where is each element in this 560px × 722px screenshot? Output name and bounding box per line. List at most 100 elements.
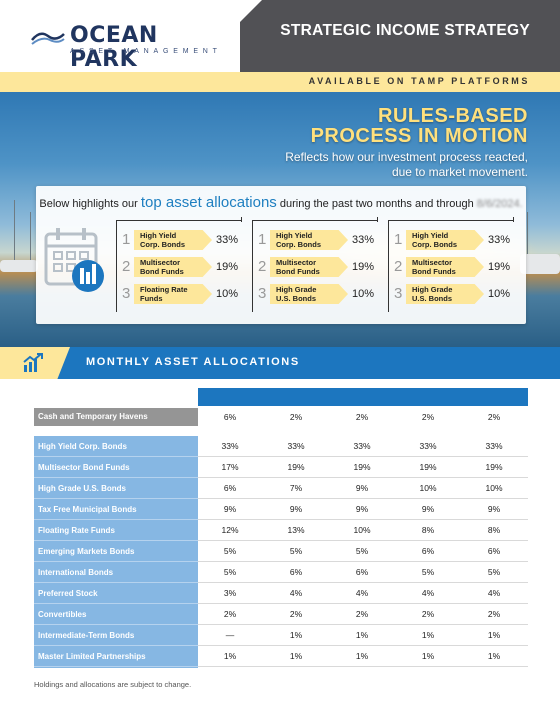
table-cell: 33%	[287, 441, 305, 451]
table-cell: 19%	[287, 462, 305, 472]
table-cell: 2%	[487, 609, 501, 619]
section-title: MONTHLY ASSET ALLOCATIONS	[86, 356, 300, 368]
allocation-label: High Yield Corp. Bonds	[412, 231, 457, 249]
allocation-item: 2 Multisector Bond Funds 19%	[392, 257, 510, 277]
row-label: Multisector Bond Funds	[34, 457, 198, 478]
allocation-label: Floating Rate Funds	[140, 285, 188, 303]
allocation-item: 2 Multisector Bond Funds 19%	[256, 257, 374, 277]
table-cell: 33%	[221, 441, 239, 451]
table-cell: 1%	[487, 630, 501, 640]
table-cell: 1%	[355, 630, 369, 640]
table-cell: 2%	[223, 609, 237, 619]
rising-chart-icon	[23, 353, 43, 372]
table-cell: 6%	[355, 567, 369, 577]
table-cell: 1%	[289, 651, 303, 661]
allocation-pill	[406, 257, 484, 277]
table-row: High Grade U.S. Bonds 6% 7% 9% 10% 10%	[34, 478, 528, 499]
intro-after: during the past two months and through	[276, 198, 477, 210]
table-row: International Bonds 5% 6% 6% 5% 5%	[34, 562, 528, 583]
axis-line	[252, 220, 253, 312]
table-cell: 2%	[355, 609, 369, 619]
rank-number: 3	[394, 285, 403, 302]
rank-number: 2	[122, 258, 131, 275]
ocean-park-logo: OCEAN PARK ASSET MANAGEMENT	[30, 24, 230, 72]
rank-number: 2	[394, 258, 403, 275]
table-cell: 1%	[421, 630, 435, 640]
allocation-pill	[406, 284, 484, 304]
table-cell: 9%	[487, 504, 501, 514]
allocation-label: High Yield Corp. Bonds	[140, 231, 185, 249]
allocation-group-2: 1 High Yield Corp. Bonds 33% 2 Multisecto…	[252, 217, 378, 316]
table-cell: 2%	[289, 609, 303, 619]
table-cell: 4%	[289, 588, 303, 598]
allocation-group-1: 1 High Yield Corp. Bonds 33% 2 Multisecto…	[116, 217, 242, 316]
allocation-pill	[134, 230, 212, 250]
rank-number: 3	[122, 285, 131, 302]
intro-before: Below highlights our	[39, 198, 141, 210]
rank-number: 3	[258, 285, 267, 302]
allocation-percent: 33%	[351, 234, 374, 246]
allocation-item: 2 Multisector Bond Funds 19%	[120, 257, 238, 277]
axis-line	[116, 220, 117, 312]
table-cell: 13%	[287, 525, 305, 535]
table-row: Floating Rate Funds 12% 13% 10% 8% 8%	[34, 520, 528, 541]
row-label: Cash and Temporary Havens	[34, 408, 198, 426]
table-cell: 5%	[223, 546, 237, 556]
table-cell: 6%	[223, 412, 237, 422]
table-cell: 12%	[221, 525, 239, 535]
intro-date: 8/6/2024.	[476, 198, 523, 210]
row-label: Tax Free Municipal Bonds	[34, 499, 198, 520]
table-cell: 33%	[485, 441, 503, 451]
allocation-percent: 10%	[215, 288, 238, 300]
allocation-item: 3 Floating Rate Funds 10%	[120, 284, 238, 304]
allocation-percent: 19%	[487, 261, 510, 273]
table-cell: 5%	[487, 567, 501, 577]
rank-number: 2	[258, 258, 267, 275]
table-cell: 6%	[289, 567, 303, 577]
table-cell: 8%	[487, 525, 501, 535]
headline-line-2: PROCESS IN MOTION	[310, 125, 528, 147]
allocation-label: Multisector Bond Funds	[276, 258, 320, 276]
row-label: Convertibles	[34, 604, 198, 625]
table-cell: 10%	[485, 483, 503, 493]
table-cell: 4%	[487, 588, 501, 598]
allocation-item: 1 High Yield Corp. Bonds 33%	[256, 230, 374, 250]
top-allocations-card: Below highlights our top asset allocatio…	[36, 186, 526, 324]
table-cell: 10%	[419, 483, 437, 493]
table-cell: 4%	[355, 588, 369, 598]
header: OCEAN PARK ASSET MANAGEMENT STRATEGIC IN…	[0, 0, 560, 72]
table-cell: 4%	[421, 588, 435, 598]
label-column-bg	[34, 436, 198, 668]
table-cell: 19%	[485, 462, 503, 472]
table-cell: 5%	[223, 567, 237, 577]
subtitle-line-2: due to market movement.	[391, 165, 528, 179]
rank-number: 1	[122, 231, 131, 248]
allocation-pill	[270, 284, 348, 304]
table-row: Intermediate-Term Bonds — 1% 1% 1% 1%	[34, 625, 528, 646]
table-cell: 2%	[355, 412, 369, 422]
table-cell: 6%	[487, 546, 501, 556]
hero-subtitle: Reflects how our investment process reac…	[285, 150, 528, 180]
axis-line	[252, 217, 378, 222]
tamp-banner: AVAILABLE ON TAMP PLATFORMS	[0, 72, 560, 92]
table-cell: 10%	[353, 525, 371, 535]
table-cell: 2%	[421, 609, 435, 619]
allocation-label: High Grade U.S. Bonds	[276, 285, 317, 303]
allocation-pill	[134, 257, 212, 277]
row-label: High Yield Corp. Bonds	[34, 436, 198, 457]
cash-row: Cash and Temporary Havens 6% 2% 2% 2% 2%	[34, 408, 528, 426]
allocation-group-3: 1 High Yield Corp. Bonds 33% 2 Multisecto…	[388, 217, 514, 316]
title-box: STRATEGIC INCOME STRATEGY	[240, 0, 560, 72]
table-cell: 17%	[221, 462, 239, 472]
table-cell: 2%	[487, 412, 501, 422]
table-cell: 9%	[355, 483, 369, 493]
logo-subtitle: ASSET MANAGEMENT	[70, 48, 222, 55]
allocation-pill	[134, 284, 212, 304]
footnote: Holdings and allocations are subject to …	[34, 680, 192, 689]
allocation-label: Multisector Bond Funds	[140, 258, 184, 276]
monthly-allocations-header: MONTHLY ASSET ALLOCATIONS	[0, 347, 560, 379]
row-label: International Bonds	[34, 562, 198, 583]
allocation-percent: 33%	[215, 234, 238, 246]
table-cell: 19%	[419, 462, 437, 472]
table-cell: 3%	[223, 588, 237, 598]
